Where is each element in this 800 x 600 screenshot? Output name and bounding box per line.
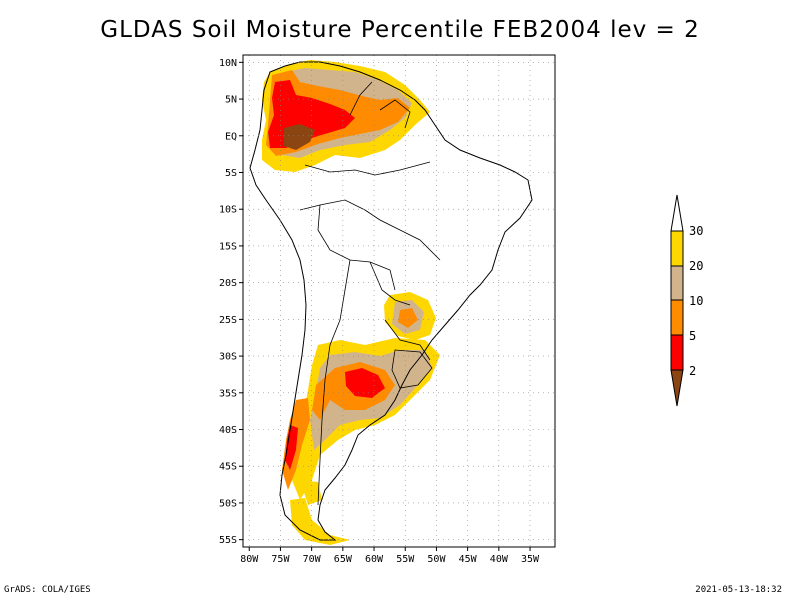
lon-label: 80W xyxy=(240,554,259,565)
lon-label: 60W xyxy=(365,554,384,565)
colorbar-segment-5 xyxy=(670,334,684,371)
lat-label: 30S xyxy=(219,352,237,363)
lon-label: 40W xyxy=(490,554,509,565)
latitude-labels: 10N 5N EQ 5S 10S 15S 20S 25S 30S 35S 40S 45S 50S 55S xyxy=(219,58,243,546)
lon-label: 55W xyxy=(396,554,415,565)
lat-label: 20S xyxy=(219,278,237,289)
colorbar-segment-10 xyxy=(670,299,684,336)
shade-southtip-yellow2 xyxy=(300,480,322,505)
footer-credit: GrADS: COLA/IGES xyxy=(4,585,91,595)
map-frame xyxy=(242,54,556,548)
lat-label: 55S xyxy=(219,535,237,546)
longitude-labels: 80W 75W 70W 65W 60W 55W 50W 45W 40W 35W xyxy=(240,547,540,565)
colorbar-label-2: 2 xyxy=(689,364,696,378)
map-grid xyxy=(243,55,555,547)
lat-label: EQ xyxy=(225,131,237,142)
colorbar-label-30: 30 xyxy=(689,224,703,238)
colorbar-label-10: 10 xyxy=(689,294,703,308)
lat-label: 10S xyxy=(219,205,237,216)
lon-label: 65W xyxy=(334,554,353,565)
lat-label: 25S xyxy=(219,315,237,326)
shade-patagonia-red xyxy=(285,425,298,470)
lat-label: 50S xyxy=(219,498,237,509)
country-borders xyxy=(299,81,441,506)
colorbar-segment-20 xyxy=(670,265,684,301)
colorbar-label-5: 5 xyxy=(689,329,696,343)
footer-timestamp: 2021-05-13-18:32 xyxy=(695,585,782,595)
colorbar-top-arrow xyxy=(670,194,684,232)
soil-moisture-shading xyxy=(262,60,440,545)
colorbar-label-20: 20 xyxy=(689,259,703,273)
lat-label: 15S xyxy=(219,241,237,252)
coastline xyxy=(249,61,533,541)
lat-label: 35S xyxy=(219,388,237,399)
lon-label: 45W xyxy=(459,554,478,565)
lat-label: 5S xyxy=(225,168,237,179)
shade-parana-orange xyxy=(398,308,418,328)
lat-label: 40S xyxy=(219,425,237,436)
map-title: GLDAS Soil Moisture Percentile FEB2004 l… xyxy=(100,17,700,43)
colorbar: 30 20 10 5 2 xyxy=(670,194,703,407)
lon-label: 75W xyxy=(271,554,290,565)
shade-north-brown xyxy=(284,124,315,150)
lon-label: 70W xyxy=(303,554,322,565)
lat-label: 5N xyxy=(225,95,237,106)
lon-label: 50W xyxy=(427,554,446,565)
lat-label: 45S xyxy=(219,462,237,473)
colorbar-bottom-arrow xyxy=(670,369,684,407)
shade-southtip-yellow xyxy=(290,498,350,545)
shade-pampas-red xyxy=(345,368,385,398)
colorbar-segment-30 xyxy=(670,230,684,267)
lon-label: 35W xyxy=(521,554,540,565)
lat-label: 10N xyxy=(219,58,237,69)
